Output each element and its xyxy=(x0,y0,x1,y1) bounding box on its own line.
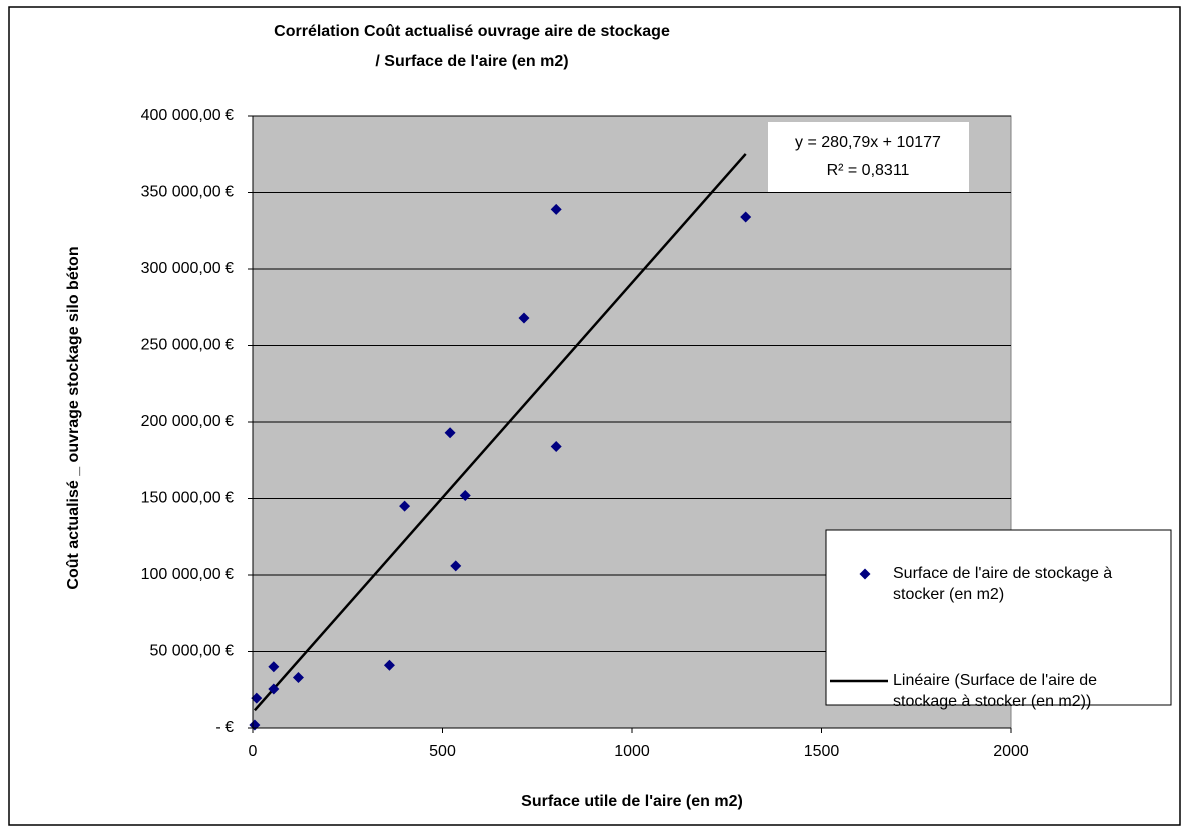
y-tick-label: 300 000,00 € xyxy=(141,260,235,277)
x-axis-label: Surface utile de l'aire (en m2) xyxy=(521,793,743,810)
point xyxy=(459,489,471,501)
x-tick-label: 1000 xyxy=(614,743,650,760)
chart-title: Corrélation Coût actualisé ouvrage aire … xyxy=(274,23,670,40)
x-tick-label: 0 xyxy=(249,743,258,760)
point xyxy=(450,560,462,572)
trendline xyxy=(253,153,747,712)
y-tick-label: 100 000,00 € xyxy=(141,566,235,583)
y-tick-label: 50 000,00 € xyxy=(149,643,234,660)
y-tick-label: 250 000,00 € xyxy=(141,337,235,354)
equation-box xyxy=(768,122,969,192)
y-tick-label: 400 000,00 € xyxy=(141,107,235,124)
legend-label: Surface de l'aire de stockage à stocker … xyxy=(893,565,1113,603)
x-tick-label: 500 xyxy=(429,743,456,760)
point xyxy=(550,440,562,452)
point xyxy=(383,659,395,671)
chart-title: / Surface de l'aire (en m2) xyxy=(375,53,568,70)
point xyxy=(268,661,280,673)
y-axis-label: Coût actualisé _ ouvrage stockage silo b… xyxy=(65,246,82,589)
y-tick-label: 150 000,00 € xyxy=(141,490,235,507)
y-tick-label: 350 000,00 € xyxy=(141,184,235,201)
point xyxy=(740,211,752,223)
trend-equation: y = 280,79x + 10177 xyxy=(795,134,941,151)
point xyxy=(518,312,530,324)
point xyxy=(268,683,280,695)
point xyxy=(292,672,304,684)
x-tick-label: 1500 xyxy=(804,743,840,760)
y-tick-label: - € xyxy=(215,719,234,736)
y-tick-label: 200 000,00 € xyxy=(141,413,235,430)
point xyxy=(444,427,456,439)
legend-marker xyxy=(859,568,871,580)
point xyxy=(399,500,411,512)
point xyxy=(251,692,263,704)
legend xyxy=(825,529,1172,706)
x-tick-label: 2000 xyxy=(993,743,1029,760)
legend-label: Linéaire (Surface de l'aire de stockage … xyxy=(893,672,1098,710)
trend-r2: R² = 0,8311 xyxy=(827,162,910,179)
point xyxy=(550,203,562,215)
